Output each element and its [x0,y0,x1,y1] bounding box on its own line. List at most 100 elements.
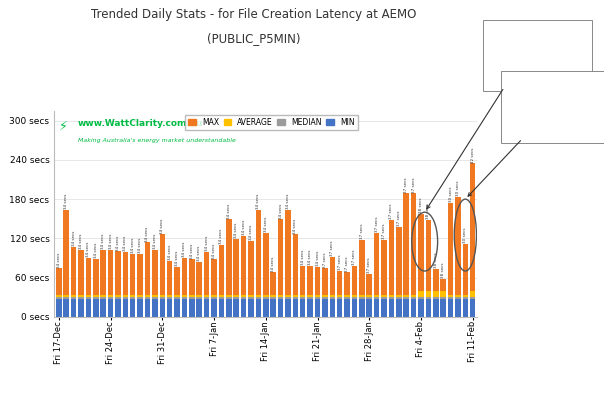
Text: 34 secs: 34 secs [168,245,172,260]
Bar [455,196,461,295]
Text: 37 secs: 37 secs [382,223,386,239]
Bar [396,299,402,317]
Bar [285,209,291,295]
Bar [337,299,342,317]
Bar [175,267,180,295]
Bar [219,295,224,297]
Text: 34 secs: 34 secs [94,243,98,258]
Bar [100,250,106,295]
Bar [374,233,379,295]
Bar [411,193,416,295]
Bar [426,291,431,297]
Bar [418,297,424,299]
Text: 34 secs: 34 secs [190,243,194,259]
Bar [426,297,431,299]
Bar [115,251,121,295]
Bar [152,250,158,295]
Bar [196,299,202,317]
Text: 37 secs: 37 secs [390,204,393,219]
Bar [292,297,298,299]
Bar [278,219,283,295]
Text: 37 secs: 37 secs [338,255,342,270]
Legend: MAX, AVERAGE, MEDIAN, MIN: MAX, AVERAGE, MEDIAN, MIN [185,115,358,130]
Bar [315,295,320,297]
Bar [418,213,424,291]
Bar [204,299,210,317]
Bar [322,295,327,297]
Text: GR Case 5755: GR Case 5755 [492,59,562,69]
Bar [440,299,446,317]
Bar [115,297,121,299]
Bar [344,297,350,299]
Bar [300,299,306,317]
Bar [100,297,106,299]
Text: 34 secs: 34 secs [79,234,83,249]
Bar [108,299,114,317]
Bar [337,271,342,295]
Bar [352,295,357,297]
Text: 34 secs: 34 secs [242,220,246,235]
Bar [63,299,69,317]
Bar [440,279,446,291]
Text: 34 secs: 34 secs [226,204,231,219]
Bar [440,297,446,299]
Bar [175,299,180,317]
Bar [263,299,269,317]
Text: ⚡: ⚡ [59,119,67,132]
Bar [470,163,475,291]
Bar [359,295,365,297]
Bar [219,245,224,295]
Bar [388,220,394,295]
Bar [374,299,379,317]
Bar [123,295,128,297]
Bar [359,240,365,295]
Bar [315,267,320,295]
Text: 34 secs: 34 secs [286,194,290,209]
Bar [159,234,165,295]
Bar [330,295,335,297]
Bar [182,295,187,297]
Bar [352,299,357,317]
Bar [63,297,69,299]
Bar [226,295,231,297]
Bar [248,241,254,295]
Bar [152,299,158,317]
Bar [367,299,372,317]
Bar [71,295,76,297]
Text: (PUBLIC_P5MIN): (PUBLIC_P5MIN) [207,32,300,45]
Text: 37 secs: 37 secs [411,177,416,192]
Bar [63,295,69,297]
Bar [219,297,224,299]
Bar [271,295,276,297]
Text: 34 secs: 34 secs [72,231,76,246]
Bar [211,297,217,299]
Text: 34 secs: 34 secs [249,225,253,240]
Text: Our reference with the
customer: Our reference with the customer [510,83,597,103]
Text: 34 secs: 34 secs [264,217,268,232]
Bar [108,295,114,297]
Bar [285,297,291,299]
Bar [396,295,402,297]
Bar [455,297,461,299]
Bar [189,297,194,299]
Text: 34 secs: 34 secs [116,235,120,251]
Bar [182,258,187,295]
Bar [396,227,402,295]
Bar [219,299,224,317]
Bar [470,299,475,317]
Bar [292,234,298,295]
Bar [137,254,143,295]
Bar [381,297,387,299]
Bar [433,297,439,299]
Text: 30 secs: 30 secs [449,187,452,202]
Text: 34 secs: 34 secs [256,194,260,209]
Bar [123,252,128,295]
Bar [448,299,454,317]
Bar [433,269,439,291]
Bar [255,209,261,295]
Bar [123,299,128,317]
Bar [278,299,283,317]
Text: 37 secs: 37 secs [330,240,334,256]
Bar [292,299,298,317]
Bar [93,259,98,295]
